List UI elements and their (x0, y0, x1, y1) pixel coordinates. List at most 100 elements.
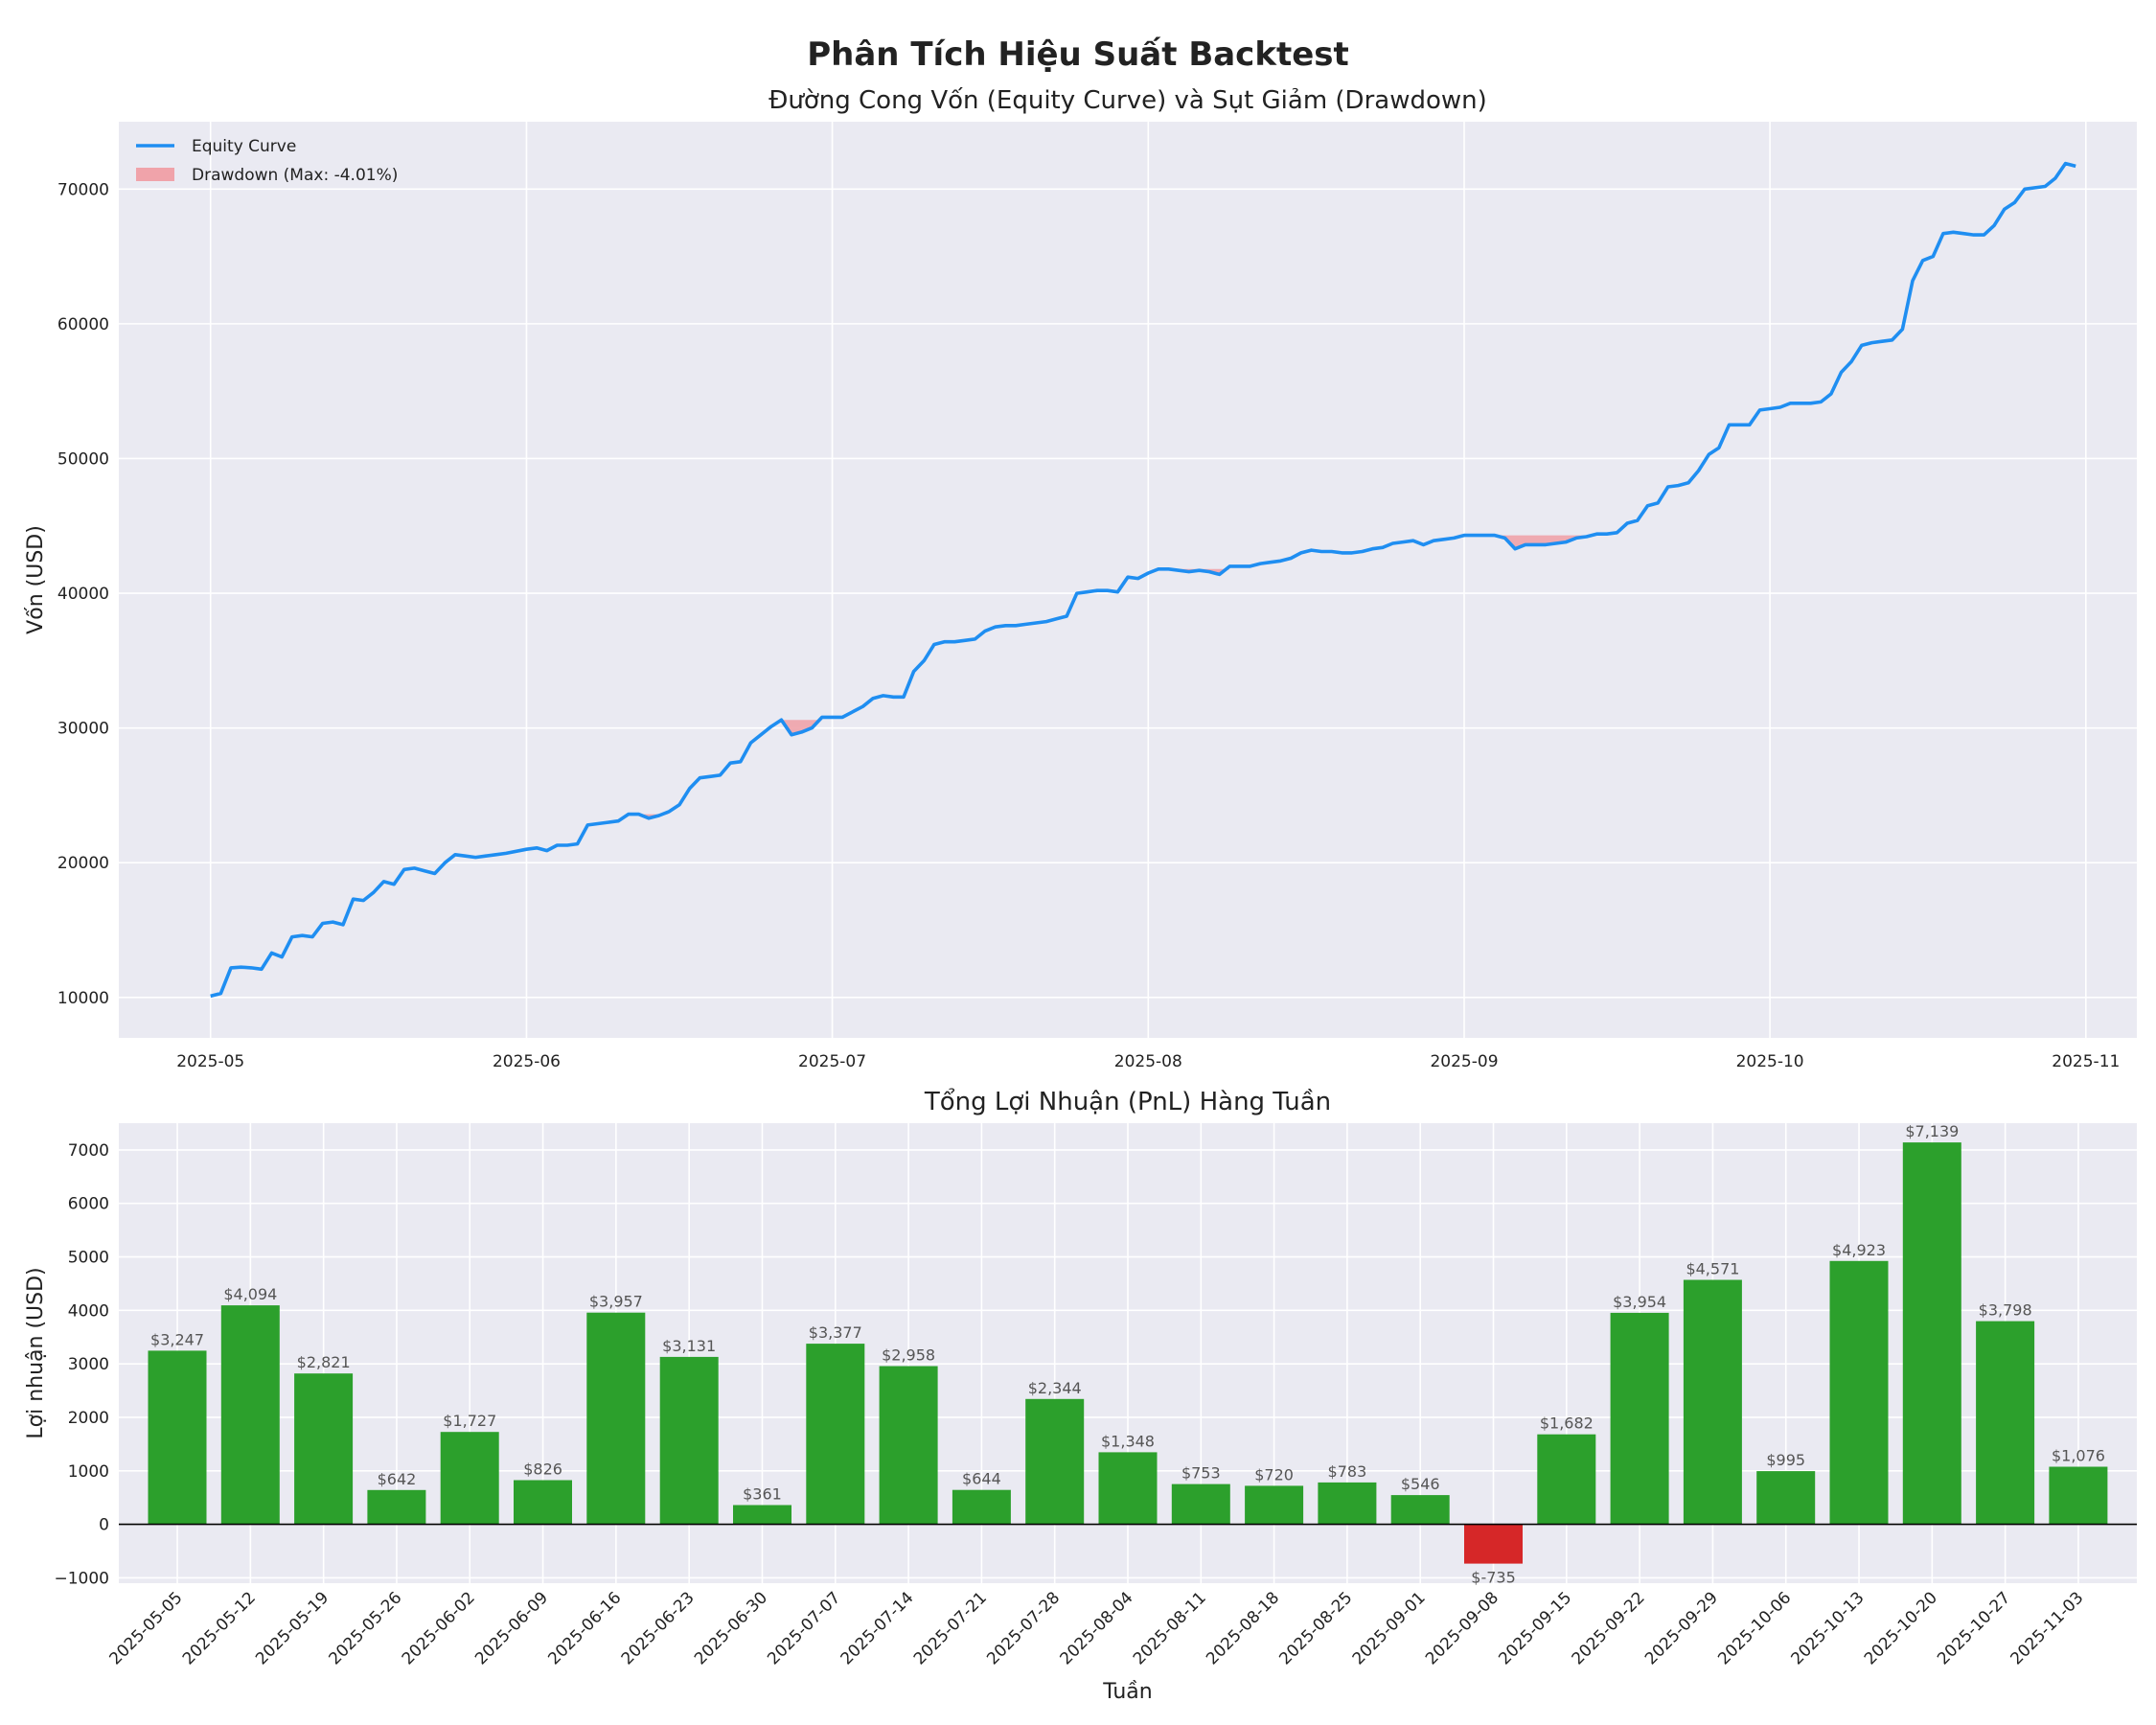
pnl-bar-label: $361 (743, 1484, 782, 1503)
pnl-bar (1902, 1142, 1961, 1525)
pnl-bar (148, 1350, 207, 1525)
pnl-x-tick-label: 2025-09-08 (1422, 1588, 1502, 1668)
pnl-x-tick-label: 2025-06-09 (471, 1588, 552, 1668)
equity-y-tick-label: 70000 (57, 180, 109, 199)
pnl-y-tick-label: −1000 (54, 1569, 109, 1588)
pnl-bar (514, 1480, 572, 1525)
pnl-bar (1245, 1485, 1304, 1525)
pnl-bar (1976, 1321, 2035, 1525)
pnl-x-tick-label: 2025-07-07 (764, 1588, 844, 1668)
figure-title: Phân Tích Hiệu Suất Backtest (807, 35, 1349, 74)
pnl-bar (220, 1305, 280, 1525)
pnl-x-tick-label: 2025-09-15 (1495, 1588, 1575, 1668)
equity-x-tick-label: 2025-07 (798, 1052, 866, 1071)
pnl-bar-label: $1,076 (2052, 1447, 2105, 1465)
pnl-bar (1318, 1482, 1377, 1525)
pnl-bar (1537, 1434, 1596, 1525)
pnl-y-tick-label: 6000 (68, 1195, 109, 1214)
pnl-x-tick-label: 2025-09-01 (1349, 1588, 1430, 1668)
pnl-bar (1464, 1524, 1523, 1564)
equity-x-tick-label: 2025-11 (2052, 1052, 2120, 1071)
equity-y-tick-label: 40000 (57, 585, 109, 604)
pnl-y-tick-label: 2000 (68, 1409, 109, 1428)
pnl-bar (1756, 1471, 1816, 1525)
pnl-bar-label: $2,344 (1028, 1379, 1082, 1397)
pnl-bar-label: $3,957 (589, 1293, 643, 1311)
pnl-y-tick-label: 5000 (68, 1249, 109, 1268)
weekly-pnl-x-axis-label: Tuần (1102, 1680, 1152, 1704)
pnl-x-tick-label: 2025-10-20 (1861, 1588, 1941, 1668)
pnl-bar-label: $995 (1766, 1451, 1805, 1469)
equity-y-tick-label: 50000 (57, 449, 109, 469)
pnl-bar-label: $3,377 (809, 1323, 862, 1342)
pnl-bar-label: $2,958 (882, 1346, 935, 1365)
pnl-x-tick-label: 2025-11-03 (2007, 1588, 2087, 1668)
weekly-pnl-bar-labels: $3,247 $4,094 $2,821 $642 $1,727 $826 $3,957 $3… (150, 1122, 2105, 1586)
equity-x-tick-label: 2025-09 (1430, 1052, 1498, 1071)
pnl-bar (1025, 1398, 1085, 1525)
pnl-y-tick-label: 0 (99, 1516, 109, 1535)
pnl-x-tick-label: 2025-05-19 (252, 1588, 333, 1668)
pnl-x-tick-label: 2025-09-29 (1641, 1588, 1722, 1668)
pnl-bar-label: $720 (1254, 1465, 1294, 1484)
pnl-bar-label: $4,094 (223, 1285, 277, 1303)
pnl-x-tick-label: 2025-10-13 (1788, 1588, 1869, 1668)
pnl-y-tick-label: 3000 (68, 1355, 109, 1374)
pnl-bar-label: $1,727 (443, 1412, 496, 1430)
pnl-x-tick-label: 2025-10-06 (1714, 1588, 1795, 1668)
pnl-x-tick-label: 2025-08-04 (1057, 1588, 1137, 1668)
pnl-x-tick-label: 2025-06-23 (618, 1588, 699, 1668)
pnl-bar-label: $2,821 (297, 1353, 351, 1371)
weekly-pnl-chart: Tổng Lợi Nhuận (PnL) Hàng Tuần $3,247 $4,… (24, 1087, 2137, 1704)
pnl-bar-label: $7,139 (1905, 1122, 1959, 1140)
pnl-bar (367, 1489, 426, 1525)
pnl-bar-label: $753 (1181, 1464, 1221, 1483)
equity-x-tick-label: 2025-06 (493, 1052, 561, 1071)
pnl-bar-label: $4,923 (1832, 1241, 1886, 1259)
pnl-bar (2049, 1466, 2108, 1525)
pnl-y-tick-label: 1000 (68, 1462, 109, 1482)
pnl-bar-label: $1,682 (1540, 1414, 1594, 1433)
equity-chart: Đường Cong Vốn (Equity Curve) và Sụt Giả… (24, 86, 2137, 1071)
pnl-bar (733, 1505, 791, 1525)
pnl-bar-label: $-735 (1471, 1569, 1516, 1587)
equity-y-tick-label: 20000 (57, 854, 109, 873)
pnl-bar (879, 1366, 938, 1525)
equity-x-tick-label: 2025-05 (176, 1052, 244, 1071)
weekly-pnl-x-ticks: 2025-05-052025-05-122025-05-192025-05-26… (106, 1588, 2088, 1668)
pnl-x-tick-label: 2025-07-14 (837, 1588, 918, 1668)
pnl-x-tick-label: 2025-05-05 (106, 1588, 187, 1668)
pnl-bar-label: $826 (523, 1460, 562, 1479)
pnl-bar (1610, 1312, 1669, 1525)
pnl-x-tick-label: 2025-08-18 (1203, 1588, 1283, 1668)
equity-x-tick-label: 2025-08 (1114, 1052, 1182, 1071)
equity-y-tick-label: 60000 (57, 315, 109, 334)
pnl-x-tick-label: 2025-10-27 (1934, 1588, 2014, 1668)
pnl-bar (294, 1373, 354, 1525)
pnl-bar-label: $3,798 (1979, 1301, 2032, 1320)
pnl-bar (806, 1344, 865, 1525)
equity-legend: Equity Curve Drawdown (Max: -4.01%) (136, 137, 398, 185)
pnl-bar (1171, 1484, 1230, 1525)
pnl-x-tick-label: 2025-06-02 (399, 1588, 479, 1668)
pnl-bar-label: $3,954 (1613, 1293, 1666, 1311)
pnl-x-tick-label: 2025-07-21 (910, 1588, 991, 1668)
pnl-x-tick-label: 2025-06-30 (691, 1588, 771, 1668)
equity-y-axis-label: Vốn (USD) (24, 525, 48, 634)
pnl-bar-label: $642 (378, 1470, 417, 1488)
pnl-bar-label: $644 (962, 1470, 1001, 1488)
pnl-bar (1683, 1279, 1742, 1525)
legend-equity-label: Equity Curve (192, 137, 296, 156)
pnl-bar (1098, 1452, 1158, 1525)
weekly-pnl-bars (148, 1142, 2108, 1564)
equity-y-ticks: 10000 20000 30000 40000 50000 60000 70000 (57, 180, 109, 1008)
pnl-bar-label: $783 (1328, 1462, 1367, 1481)
equity-y-tick-label: 10000 (57, 989, 109, 1008)
pnl-x-tick-label: 2025-07-28 (983, 1588, 1064, 1668)
pnl-bar-label: $3,131 (662, 1337, 716, 1355)
pnl-x-tick-label: 2025-09-22 (1569, 1588, 1649, 1668)
pnl-y-tick-label: 4000 (68, 1301, 109, 1321)
equity-y-tick-label: 30000 (57, 720, 109, 739)
weekly-pnl-y-ticks: −1000 0 1000 2000 3000 4000 5000 6000 7000 (54, 1141, 109, 1589)
